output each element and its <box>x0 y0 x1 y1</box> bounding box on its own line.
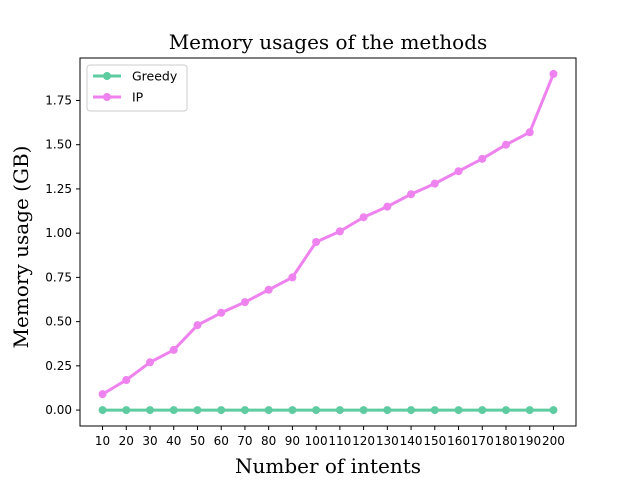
data-point-ip <box>359 213 368 222</box>
data-point-ip <box>383 202 392 211</box>
chart-title: Memory usages of the methods <box>169 30 488 54</box>
x-tick-label: 30 <box>142 434 157 448</box>
data-point-greedy <box>193 406 202 415</box>
data-point-greedy <box>217 406 226 415</box>
data-point-ip <box>501 140 510 149</box>
x-axis-label: Number of intents <box>235 454 421 478</box>
x-tick-label: 130 <box>376 434 399 448</box>
data-point-greedy <box>454 406 463 415</box>
plot-frame <box>79 57 577 427</box>
data-point-ip <box>454 167 463 176</box>
x-tick-label: 50 <box>190 434 205 448</box>
data-point-ip <box>193 321 202 330</box>
data-point-ip <box>169 345 178 354</box>
x-axis-ticks: 10 20 30 40 50 60 70 80 90 100 110 120 130 140 150 160 1… <box>95 426 565 448</box>
plot-area <box>79 57 577 427</box>
x-tick-label: 80 <box>261 434 276 448</box>
data-point-greedy <box>98 406 107 415</box>
x-tick-label: 60 <box>214 434 229 448</box>
data-point-greedy <box>288 406 297 415</box>
x-tick-label: 10 <box>95 434 110 448</box>
data-point-ip <box>430 179 439 188</box>
y-tick-label: 0.50 <box>45 315 72 329</box>
y-tick-label: 0.00 <box>45 403 72 417</box>
data-point-greedy <box>430 406 439 415</box>
data-point-ip <box>312 238 321 246</box>
x-tick-label: 20 <box>119 434 134 448</box>
x-tick-label: 100 <box>305 434 328 448</box>
data-point-ip <box>525 128 534 137</box>
x-tick-label: 90 <box>285 434 300 448</box>
data-point-greedy <box>264 406 273 415</box>
data-point-greedy <box>525 406 534 415</box>
data-point-ip <box>264 285 273 294</box>
series-lines <box>98 69 558 415</box>
data-point-greedy <box>240 406 249 415</box>
y-tick-label: 1.25 <box>45 182 72 196</box>
data-point-greedy <box>478 406 487 415</box>
x-tick-label: 140 <box>400 434 423 448</box>
data-point-greedy <box>549 406 558 415</box>
y-tick-label: 1.75 <box>45 93 72 107</box>
y-tick-label: 1.50 <box>45 138 72 152</box>
y-axis-label: Memory usage (GB) <box>9 146 33 349</box>
data-point-greedy <box>122 406 131 415</box>
y-axis-ticks: 0.00 0.25 0.50 0.75 1.00 1.25 1.50 1.75 <box>45 93 80 417</box>
data-point-greedy <box>169 406 178 415</box>
x-tick-label: 170 <box>471 434 494 448</box>
data-point-ip <box>288 273 297 282</box>
x-tick-label: 40 <box>166 434 181 448</box>
data-point-ip <box>217 308 226 317</box>
x-tick-label: 150 <box>423 434 446 448</box>
data-point-greedy <box>312 406 321 415</box>
x-tick-label: 120 <box>352 434 375 448</box>
data-point-ip <box>98 390 107 399</box>
data-point-ip <box>549 69 558 78</box>
data-point-greedy <box>359 406 368 415</box>
y-tick-label: 1.00 <box>45 226 72 240</box>
data-point-greedy <box>383 406 392 415</box>
data-point-ip <box>146 358 155 367</box>
data-point-ip <box>335 227 344 236</box>
series-line-ip <box>101 73 555 396</box>
data-point-ip <box>240 298 249 307</box>
x-tick-label: 70 <box>237 434 252 448</box>
x-tick-label: 200 <box>542 434 565 448</box>
legend-marker-ip <box>103 93 111 101</box>
x-tick-label: 190 <box>518 434 541 448</box>
x-tick-label: 110 <box>328 434 351 448</box>
data-point-ip <box>478 154 487 163</box>
x-tick-label: 180 <box>495 434 518 448</box>
legend-marker-greedy <box>103 72 111 80</box>
data-point-ip <box>407 190 416 199</box>
data-point-greedy <box>146 406 155 415</box>
y-tick-label: 0.25 <box>45 359 72 373</box>
legend-label-ip: IP <box>132 90 144 105</box>
data-point-greedy <box>407 406 416 415</box>
data-point-greedy <box>335 406 344 415</box>
y-tick-label: 0.75 <box>45 270 72 284</box>
legend: Greedy IP <box>86 64 188 112</box>
data-point-ip <box>122 376 131 384</box>
legend-label-greedy: Greedy <box>132 69 178 84</box>
data-point-greedy <box>501 406 510 415</box>
x-tick-label: 160 <box>447 434 470 448</box>
